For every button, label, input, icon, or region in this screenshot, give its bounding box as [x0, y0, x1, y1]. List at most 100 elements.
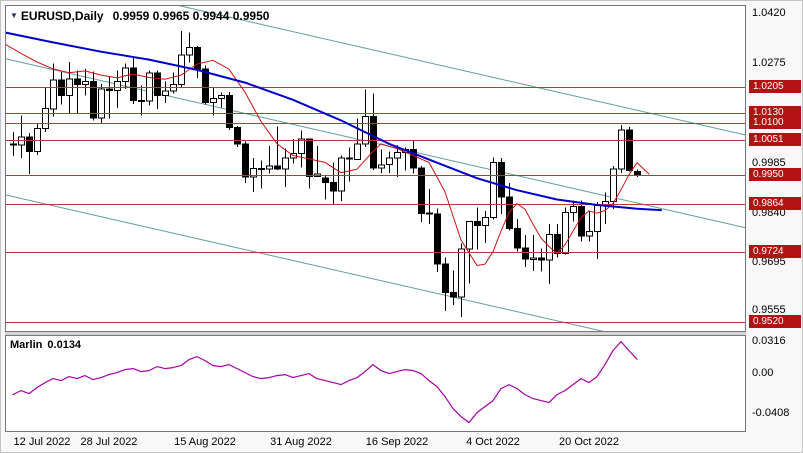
- indicator-axis[interactable]: 0.0316 0.00 -0.0408: [749, 335, 802, 431]
- candle-bearish: [522, 247, 529, 260]
- marlin-indicator-canvas[interactable]: [6, 336, 745, 431]
- candle-bearish: [498, 161, 505, 198]
- candle-bullish: [610, 168, 617, 202]
- candle-bullish: [458, 248, 465, 298]
- candle-bearish: [74, 78, 81, 85]
- candle-bearish: [346, 157, 353, 160]
- candle-bearish: [90, 81, 97, 119]
- candle-bullish: [490, 161, 497, 218]
- price-level-badge: 1.0100: [749, 116, 801, 129]
- candle-bearish: [474, 221, 481, 227]
- candle-bearish: [322, 177, 329, 183]
- candle-bullish: [98, 88, 105, 119]
- candle-bullish: [298, 138, 305, 154]
- indicator-value: 0.0134: [47, 339, 82, 351]
- price-axis[interactable]: 1.0420 1.0275 1.0130 0.9985 0.9840 0.9695 0.95…: [749, 6, 802, 332]
- trend-channel-line[interactable]: [6, 194, 745, 331]
- time-tick-label: 20 Oct 2022: [559, 436, 619, 448]
- chart-title: ▼ EURUSD,Daily 0.9959 0.9965 0.9944 0.9950: [10, 9, 269, 23]
- candle-bearish: [538, 257, 545, 261]
- triangle-down-icon: ▼: [10, 11, 18, 20]
- candle-bullish: [82, 81, 89, 85]
- candle-bullish: [386, 157, 393, 166]
- candle-bullish: [562, 212, 569, 255]
- candle-bearish: [554, 234, 561, 255]
- candle-bullish: [394, 151, 401, 159]
- candle-bullish: [210, 97, 217, 104]
- candle-bullish: [378, 164, 385, 169]
- candle-bearish: [138, 100, 145, 102]
- time-axis[interactable]: 12 Jul 2022 28 Jul 2022 15 Aug 2022 31 Aug …: [6, 436, 751, 452]
- marlin-line: [12, 340, 638, 424]
- price-chart-panel[interactable]: ▼ EURUSD,Daily 0.9959 0.9965 0.9944 0.9950: [5, 5, 746, 332]
- price-level-badge: 0.9520: [749, 315, 801, 328]
- candle-bullish: [34, 127, 41, 152]
- candle-bullish: [186, 47, 193, 56]
- candle-bearish: [370, 115, 377, 169]
- candle-bullish: [162, 90, 169, 96]
- candle-bearish: [202, 68, 209, 104]
- indicator-name: Marlin: [10, 339, 43, 351]
- candle-bullish: [594, 204, 601, 232]
- time-tick-label: 12 Jul 2022: [13, 436, 71, 448]
- price-tick-label: 0.9840: [752, 207, 786, 219]
- price-tick-label: 1.0420: [752, 7, 786, 19]
- candle-bearish: [234, 126, 241, 145]
- trend-channel-line[interactable]: [6, 6, 745, 136]
- candle-bullish: [266, 165, 273, 170]
- candle-bullish: [146, 72, 153, 102]
- ohlc-values: 0.9959 0.9965 0.9944 0.9950: [112, 9, 270, 23]
- candle-bullish: [482, 216, 489, 227]
- price-tick-label: 0.9985: [752, 157, 786, 169]
- indicator-panel[interactable]: Marlin 0.0134: [5, 335, 746, 432]
- indicator-tick-label: 0.00: [752, 367, 774, 379]
- candle-bullish: [466, 221, 473, 250]
- candle-bearish: [26, 136, 33, 152]
- candle-bearish: [226, 95, 233, 128]
- candle-bearish: [410, 149, 417, 169]
- candle-bearish: [418, 167, 425, 214]
- indicator-tick-label: 0.0316: [752, 335, 786, 347]
- time-tick-label: 28 Jul 2022: [80, 436, 138, 448]
- candle-bullish: [50, 79, 57, 110]
- price-tick-label: 0.9555: [752, 304, 786, 316]
- candle-bearish: [106, 88, 113, 92]
- panel-splitter[interactable]: [5, 332, 746, 335]
- candle-bearish: [258, 168, 265, 170]
- price-level-badge: 0.9864: [749, 197, 801, 210]
- price-level-badge: 1.0051: [749, 133, 801, 146]
- candle-bearish: [506, 196, 513, 229]
- candle-bullish: [362, 115, 369, 145]
- candle-bearish: [330, 181, 337, 192]
- candle-bullish: [570, 206, 577, 213]
- candle-bearish: [426, 212, 433, 215]
- candle-bearish: [130, 67, 137, 101]
- candle-bullish: [250, 168, 257, 178]
- candle-bearish: [450, 291, 457, 298]
- price-level-badge: 1.0205: [749, 80, 801, 93]
- price-tick-label: 1.0275: [752, 57, 786, 69]
- candle-bullish: [114, 81, 121, 91]
- candle-bullish: [282, 157, 289, 170]
- indicator-tick-label: -0.0408: [752, 407, 790, 419]
- candle-bearish: [10, 143, 17, 146]
- fast-ma-red-line: [6, 44, 650, 266]
- candle-bullish: [338, 157, 345, 192]
- time-tick-label: 16 Sep 2022: [365, 436, 429, 448]
- candle-bearish: [434, 213, 441, 265]
- candle-bearish: [442, 263, 449, 293]
- candle-bullish: [178, 54, 185, 86]
- price-level-badge: 0.9950: [749, 168, 801, 181]
- price-level-badge: 1.0130: [749, 106, 801, 119]
- time-tick-label: 4 Oct 2022: [466, 436, 520, 448]
- candle-bearish: [194, 47, 201, 70]
- candle-bullish: [354, 143, 361, 160]
- candle-bearish: [154, 72, 161, 96]
- time-tick-label: 15 Aug 2022: [174, 436, 236, 448]
- price-chart-canvas[interactable]: [6, 6, 745, 331]
- indicator-title: Marlin 0.0134: [10, 339, 81, 351]
- candle-bullish: [530, 257, 537, 260]
- candle-bearish: [514, 227, 521, 249]
- candle-bearish: [634, 171, 641, 176]
